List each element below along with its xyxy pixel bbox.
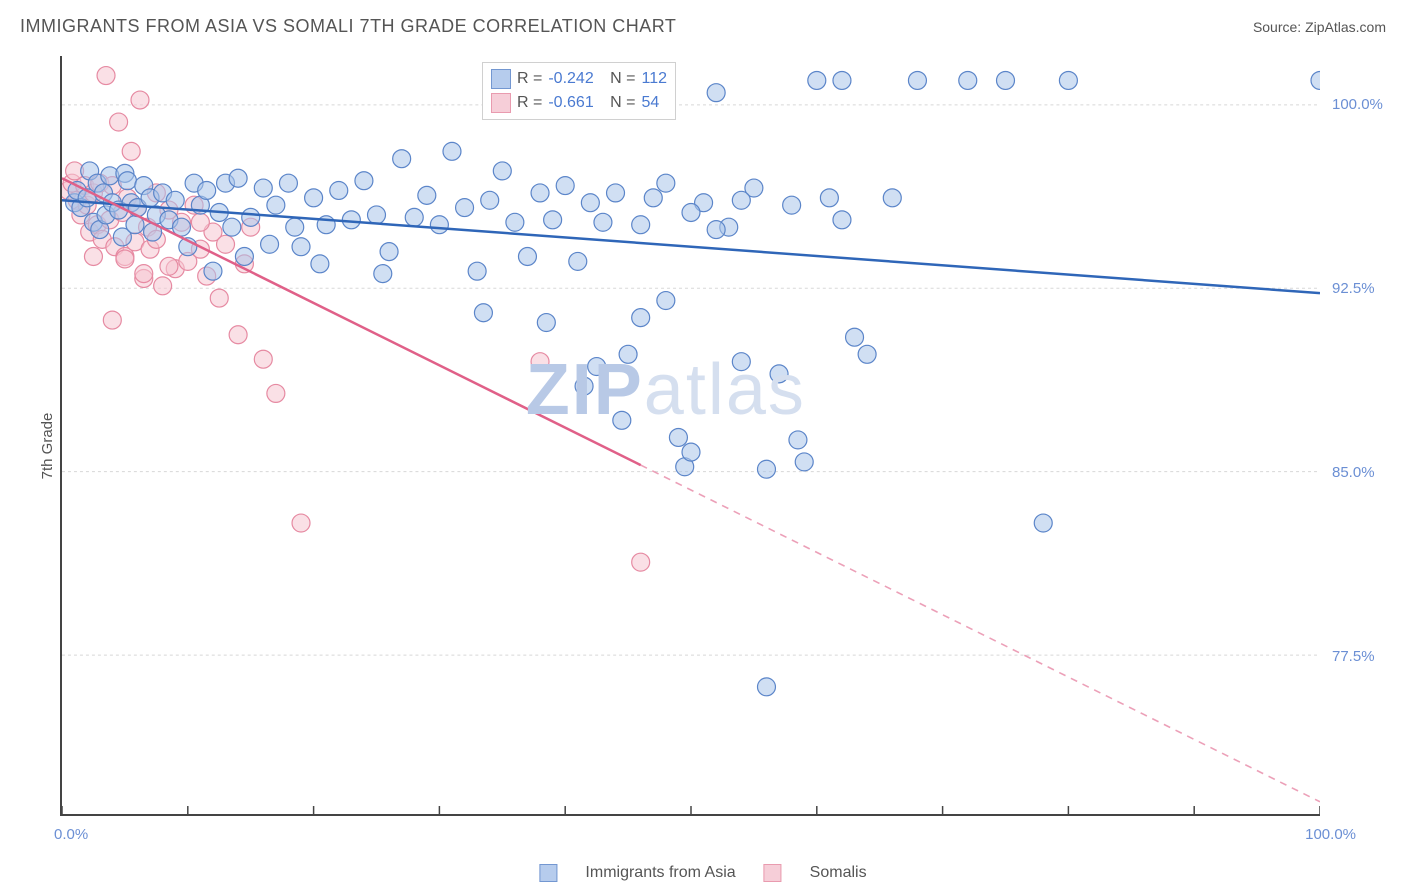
y-tick-label: 85.0% xyxy=(1332,464,1375,481)
legend-label-asia: Immigrants from Asia xyxy=(585,864,735,882)
y-tick-label: 92.5% xyxy=(1332,280,1375,297)
swatch-somali xyxy=(491,93,511,113)
chart-title: IMMIGRANTS FROM ASIA VS SOMALI 7TH GRADE… xyxy=(20,16,676,37)
stats-row-somali: R = -0.661 N = 54 xyxy=(491,91,667,115)
n-label-asia: N = xyxy=(610,67,635,91)
legend-swatch-asia xyxy=(539,864,557,882)
chart-plot-area: ZIPatlas R = -0.242 N = 112 R = -0.661 N… xyxy=(60,56,1320,816)
n-value-somali: 54 xyxy=(642,91,660,115)
chart-header: IMMIGRANTS FROM ASIA VS SOMALI 7TH GRADE… xyxy=(20,16,1386,37)
r-value-somali: -0.661 xyxy=(548,91,593,115)
n-value-asia: 112 xyxy=(642,67,668,91)
stats-row-asia: R = -0.242 N = 112 xyxy=(491,67,667,91)
y-axis-label: 7th Grade xyxy=(39,413,56,480)
legend-swatch-somali xyxy=(764,864,782,882)
r-label-asia: R = xyxy=(517,67,542,91)
r-value-asia: -0.242 xyxy=(548,67,593,91)
legend-label-somali: Somalis xyxy=(810,864,867,882)
y-tick-label: 77.5% xyxy=(1332,648,1375,665)
correlation-stats-legend: R = -0.242 N = 112 R = -0.661 N = 54 xyxy=(482,62,676,120)
r-label-somali: R = xyxy=(517,91,542,115)
scatter-plot-svg xyxy=(62,56,1320,814)
source-prefix: Source: xyxy=(1253,19,1305,35)
series-legend: Immigrants from Asia Somalis xyxy=(539,864,866,882)
source-link[interactable]: ZipAtlas.com xyxy=(1305,19,1386,35)
x-tick-label: 100.0% xyxy=(1305,826,1356,843)
n-label-somali: N = xyxy=(610,91,635,115)
y-tick-label: 100.0% xyxy=(1332,96,1383,113)
source-attribution: Source: ZipAtlas.com xyxy=(1253,19,1386,35)
x-tick-label: 0.0% xyxy=(54,826,88,843)
swatch-asia xyxy=(491,69,511,89)
